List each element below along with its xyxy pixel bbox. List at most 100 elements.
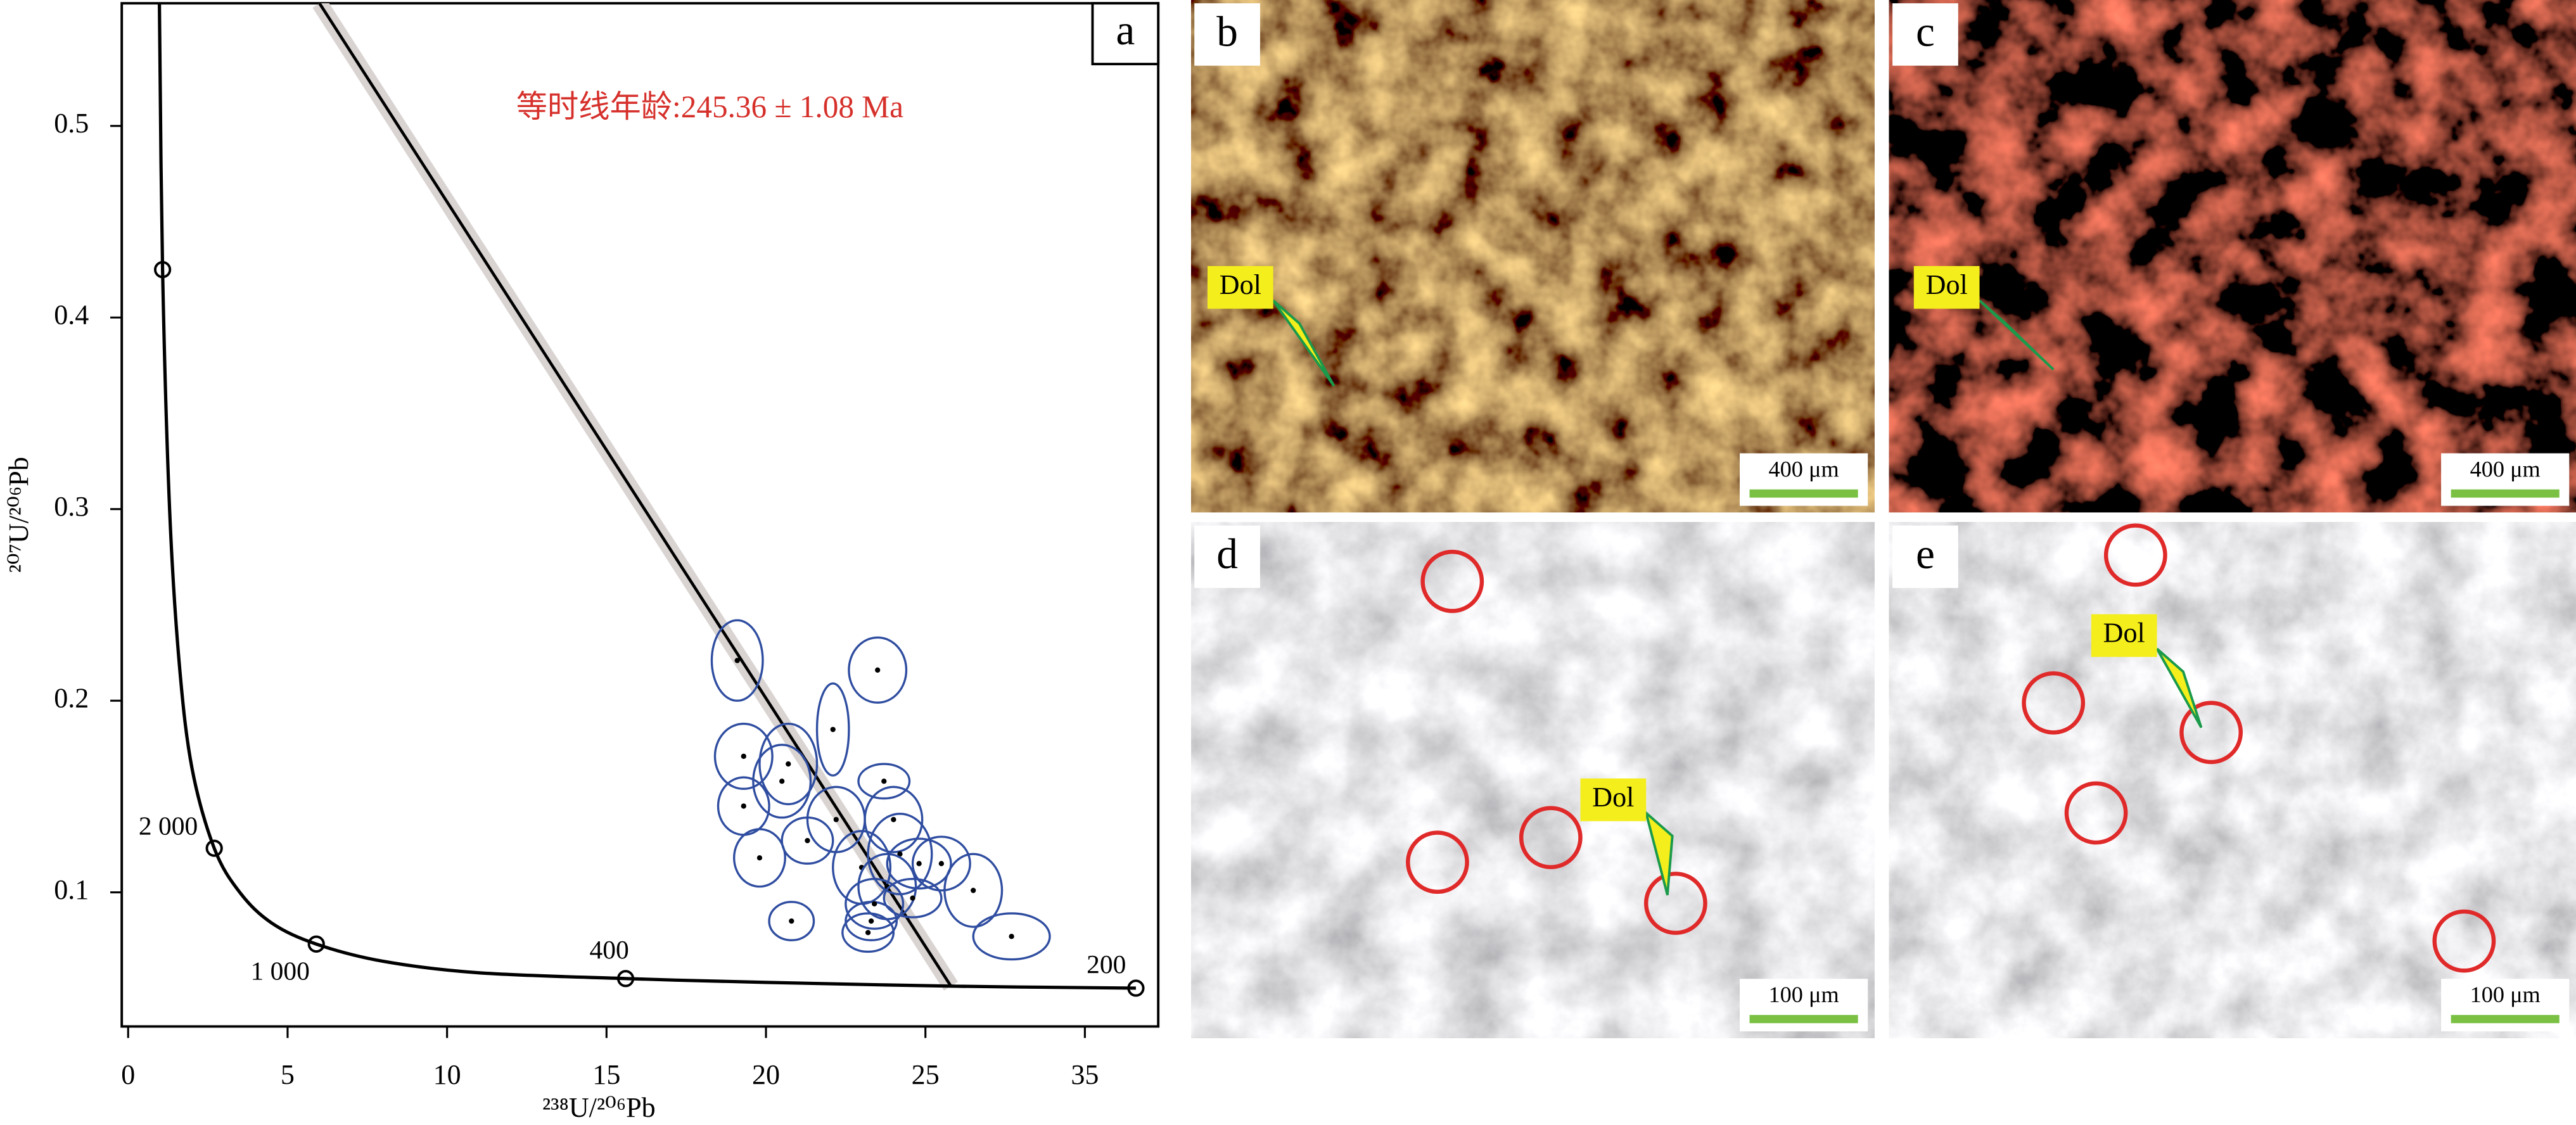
pointer-arrow (1643, 809, 1674, 896)
analysis-spot (1420, 549, 1484, 613)
error-ellipse (972, 912, 1051, 961)
tag-box (2091, 614, 2157, 658)
age-marker (205, 839, 223, 857)
panel-label: c (1916, 8, 1935, 56)
micrograph (1191, 0, 1875, 512)
panel-label: a (1116, 6, 1135, 54)
data-point (891, 817, 896, 822)
panel-label-box (1194, 525, 1260, 588)
data-point (872, 901, 877, 906)
error-ellipse (864, 785, 924, 853)
scale-bar-label: 400 μm (2470, 456, 2541, 481)
panel-label: e (1916, 530, 1935, 578)
x-axis-label: ²³⁸U/²⁰⁶Pb (542, 1092, 656, 1123)
data-point (756, 855, 763, 861)
y-tick-label: 0.1 (54, 874, 89, 905)
plot-area (157, 3, 1136, 991)
error-ellipse (886, 837, 952, 890)
data-point (786, 761, 791, 767)
x-tick-label: 10 (433, 1059, 461, 1090)
y-tick-label: 0.2 (54, 682, 89, 713)
panel-label-box (1091, 2, 1160, 66)
y-axis-label: ²⁰⁷U/²⁰⁶Pb (3, 457, 34, 573)
scale-bar (1749, 1015, 1858, 1024)
analysis-spot (2064, 781, 2128, 845)
error-ellipse (768, 901, 815, 942)
mineral-tag: Dol (1220, 269, 1261, 300)
error-ellipse (732, 828, 786, 888)
data-point (897, 851, 903, 857)
age-label: 400 (589, 935, 628, 964)
data-point (779, 779, 785, 784)
data-point (1009, 934, 1014, 939)
micrograph (1889, 0, 2576, 512)
micrograph-panel: c Dol 400 μm (1889, 0, 2576, 512)
data-point (789, 918, 794, 924)
scale-bar-label: 100 μm (2470, 982, 2541, 1007)
scale-bar (2451, 489, 2560, 498)
error-ellipse (815, 682, 850, 777)
error-ellipse (845, 877, 905, 930)
panel-label: d (1216, 530, 1238, 578)
y-tick-label: 0.5 (54, 108, 89, 139)
error-ellipse (911, 836, 971, 892)
age-marker (616, 970, 635, 988)
micrograph-panel: e Dol 100 μm (1889, 522, 2576, 1038)
scale-bar-label: 400 μm (1769, 456, 1839, 481)
age-marker (1127, 979, 1145, 997)
tag-box (1580, 778, 1647, 822)
micrograph (1889, 522, 2576, 1038)
error-ellipse (710, 619, 764, 702)
x-tick-label: 25 (912, 1059, 940, 1090)
error-ellipse (841, 912, 895, 953)
tag-box (1207, 266, 1273, 309)
data-point (830, 727, 836, 732)
pointer-arrow (2155, 647, 2203, 728)
age-label: 200 (1087, 950, 1126, 979)
concordia-curve (157, 3, 1136, 990)
data-point (916, 861, 922, 867)
analysis-spot (2103, 523, 2167, 587)
data-point (875, 667, 881, 673)
data-point (865, 930, 871, 936)
panel-label-box (1194, 3, 1260, 66)
analysis-spot (1406, 830, 1469, 894)
error-ellipse (883, 877, 943, 918)
y-tick-label: 0.3 (54, 491, 89, 522)
x-tick-label: 35 (1071, 1059, 1099, 1090)
scale-bar (1749, 489, 1858, 498)
analysis-spot (2179, 701, 2243, 765)
data-point (805, 837, 810, 844)
error-ellipse (713, 722, 774, 791)
x-tick-label: 0 (121, 1059, 135, 1090)
panel-label-box (1892, 3, 1958, 66)
data-point (910, 895, 915, 901)
analysis-spot (1519, 806, 1583, 870)
error-ellipse (857, 763, 911, 800)
y-tick-label: 0.4 (54, 299, 89, 330)
mineral-tag: Dol (2103, 617, 2145, 648)
x-tick-label: 5 (281, 1059, 295, 1090)
analysis-spot (1643, 872, 1707, 935)
scale-bar (2451, 1015, 2560, 1024)
age-label: 2 000 (139, 811, 198, 841)
error-ellipse (758, 722, 819, 806)
x-tick-label: 20 (752, 1059, 780, 1090)
data-point (881, 779, 887, 784)
micrograph-panel: d Dol 100 μm (1191, 522, 1875, 1038)
age-label: 1 000 (251, 957, 310, 986)
error-ellipse (752, 744, 812, 819)
isochron-plot: 0 5 10 15 20 25 35 0.1 0.2 0.3 0.4 0.5 ²³⁸U/²⁰⁶Pb ²⁰⁷… (3, 2, 1160, 1123)
isochron-line (318, 3, 952, 988)
micrograph (1191, 522, 1875, 1038)
scale-bar-label: 100 μm (1769, 982, 1839, 1007)
data-point (868, 918, 874, 924)
data-point (734, 658, 740, 663)
data-point (938, 861, 945, 867)
mineral-tag: Dol (1592, 782, 1634, 813)
data-point (741, 753, 746, 760)
panel-label-box (1892, 525, 1958, 588)
error-ellipse (781, 817, 834, 865)
error-ellipse (845, 901, 898, 942)
